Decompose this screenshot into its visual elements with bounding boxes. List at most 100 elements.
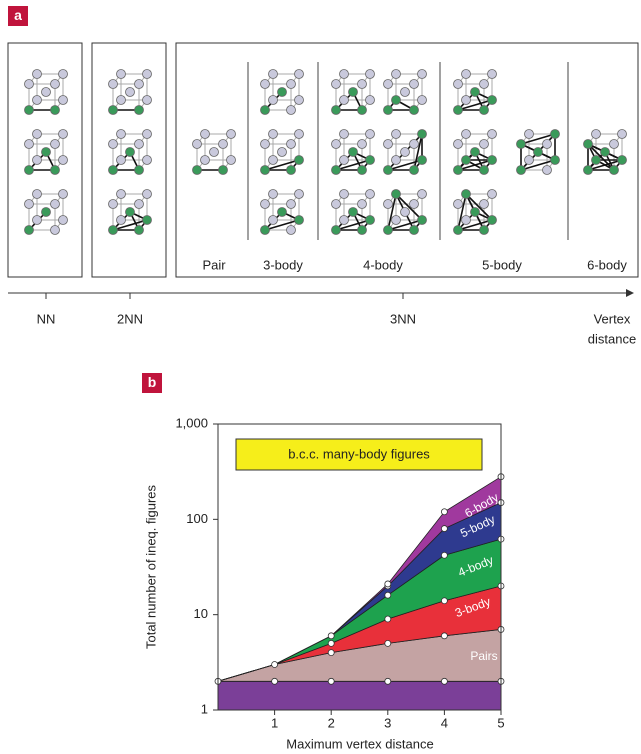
atom (33, 130, 42, 139)
cluster-icon (332, 130, 375, 175)
atom (126, 88, 135, 97)
atom (525, 130, 534, 139)
atom (295, 70, 304, 79)
atom (51, 226, 60, 235)
atom (340, 70, 349, 79)
atom (410, 80, 419, 89)
atom (488, 96, 497, 105)
cluster-icon (332, 190, 375, 235)
atom (143, 156, 152, 165)
cluster-icon (454, 70, 497, 115)
atom (349, 88, 358, 97)
atom (366, 130, 375, 139)
atom (117, 96, 126, 105)
atom (384, 140, 393, 149)
atom (269, 216, 278, 225)
atom (295, 156, 304, 165)
atom (25, 140, 34, 149)
atom (480, 140, 489, 149)
point (441, 633, 447, 639)
atom (278, 88, 287, 97)
y-tick-label: 1 (201, 701, 208, 716)
atom (261, 226, 270, 235)
atom (51, 140, 60, 149)
atom (287, 140, 296, 149)
atom (51, 166, 60, 175)
atom (534, 148, 543, 157)
x-tick-label: 5 (497, 715, 504, 730)
cluster-icon (25, 70, 68, 115)
point (272, 678, 278, 684)
atom (33, 156, 42, 165)
atom (454, 166, 463, 175)
x-axis-label: Maximum vertex distance (286, 736, 433, 751)
atom (358, 106, 367, 115)
atom (618, 156, 627, 165)
atom (551, 130, 560, 139)
atom (33, 70, 42, 79)
atom (480, 80, 489, 89)
atom (287, 106, 296, 115)
atom (480, 106, 489, 115)
atom (51, 106, 60, 115)
atom (261, 106, 270, 115)
atom (462, 70, 471, 79)
atom (543, 166, 552, 175)
atom (462, 96, 471, 105)
atom (410, 166, 419, 175)
atom (109, 166, 118, 175)
atom (392, 96, 401, 105)
axis-ticks (46, 293, 403, 299)
atom (592, 156, 601, 165)
atom (269, 156, 278, 165)
atom (480, 166, 489, 175)
atom (227, 130, 236, 139)
atom (410, 200, 419, 209)
atom (25, 166, 34, 175)
atom (584, 166, 593, 175)
atom (287, 226, 296, 235)
atom (143, 70, 152, 79)
atom (410, 226, 419, 235)
atom (42, 208, 51, 217)
atom (366, 156, 375, 165)
atom (392, 190, 401, 199)
atom (227, 156, 236, 165)
atom (584, 140, 593, 149)
atom (25, 200, 34, 209)
atom (193, 166, 202, 175)
atom (201, 130, 210, 139)
atom (392, 216, 401, 225)
cluster-icon (517, 130, 560, 175)
point (385, 678, 391, 684)
group-label: 3-body (263, 257, 303, 272)
cluster-icon (109, 70, 152, 115)
atom (295, 190, 304, 199)
atom (33, 216, 42, 225)
atom (462, 156, 471, 165)
atom (287, 200, 296, 209)
cluster-icon (454, 190, 497, 235)
atom (418, 190, 427, 199)
group-label: 4-body (363, 257, 403, 272)
atom (332, 80, 341, 89)
atom (418, 130, 427, 139)
atom (117, 130, 126, 139)
y-tick-label: 1,000 (175, 415, 208, 430)
atom (287, 166, 296, 175)
atom (384, 226, 393, 235)
group-label: 6-body (587, 257, 627, 272)
atom (59, 190, 68, 199)
y-tick-label: 10 (194, 606, 208, 621)
atom (295, 216, 304, 225)
point (272, 662, 278, 668)
point (385, 581, 391, 587)
atom (551, 156, 560, 165)
atom (269, 96, 278, 105)
atom (392, 130, 401, 139)
atom (109, 200, 118, 209)
atom (488, 216, 497, 225)
atom (454, 200, 463, 209)
figure: a Pair 3-body 4-body 5-body 6-body NN 2N… (0, 0, 641, 754)
atom (59, 130, 68, 139)
